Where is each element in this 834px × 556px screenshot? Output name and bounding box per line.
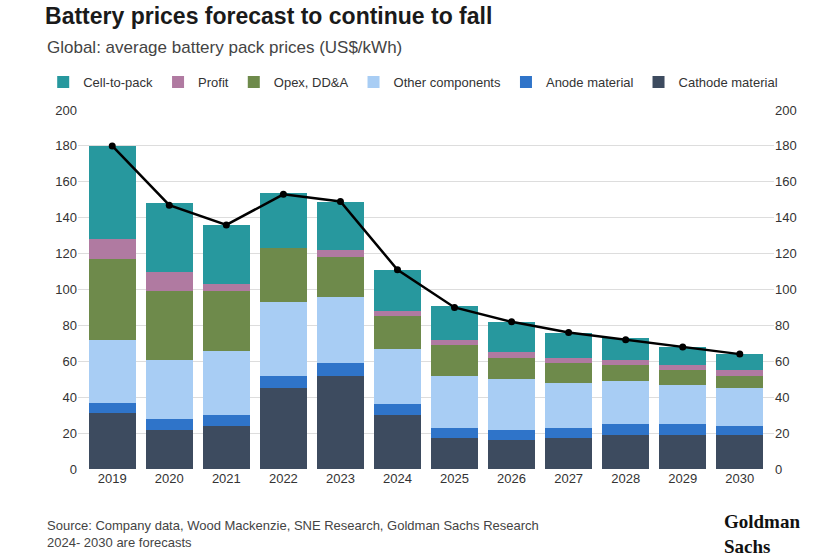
- svg-text:120: 120: [55, 246, 77, 261]
- svg-text:2026: 2026: [497, 471, 526, 486]
- svg-text:180: 180: [775, 138, 797, 153]
- svg-text:Source: Company data, Wood Mac: Source: Company data, Wood Mackenzie, SN…: [47, 518, 539, 533]
- svg-text:100: 100: [775, 282, 797, 297]
- svg-text:Anode material: Anode material: [546, 75, 634, 90]
- svg-text:2030: 2030: [725, 471, 754, 486]
- svg-text:Cell-to-pack: Cell-to-pack: [83, 75, 153, 90]
- svg-text:2023: 2023: [326, 471, 355, 486]
- svg-text:40: 40: [775, 390, 789, 405]
- svg-text:2019: 2019: [98, 471, 127, 486]
- svg-text:Profit: Profit: [198, 75, 229, 90]
- svg-text:200: 200: [775, 103, 797, 118]
- svg-text:2024- 2030 are forecasts: 2024- 2030 are forecasts: [47, 535, 192, 550]
- svg-text:180: 180: [55, 138, 77, 153]
- svg-text:20: 20: [775, 426, 789, 441]
- svg-text:2025: 2025: [440, 471, 469, 486]
- svg-text:60: 60: [775, 354, 789, 369]
- svg-text:2024: 2024: [383, 471, 412, 486]
- svg-text:160: 160: [775, 174, 797, 189]
- svg-text:Battery prices forecast to con: Battery prices forecast to continue to f…: [45, 3, 492, 29]
- svg-text:0: 0: [775, 462, 782, 477]
- svg-text:100: 100: [55, 282, 77, 297]
- svg-text:2029: 2029: [668, 471, 697, 486]
- svg-text:2022: 2022: [269, 471, 298, 486]
- svg-text:2021: 2021: [212, 471, 241, 486]
- svg-text:60: 60: [63, 354, 77, 369]
- svg-text:40: 40: [63, 390, 77, 405]
- svg-text:Cathode material: Cathode material: [679, 75, 778, 90]
- svg-text:160: 160: [55, 174, 77, 189]
- svg-text:2020: 2020: [155, 471, 184, 486]
- svg-text:80: 80: [63, 318, 77, 333]
- svg-text:Other components: Other components: [394, 75, 501, 90]
- svg-text:Global: average battery pack p: Global: average battery pack prices (US$…: [47, 38, 402, 57]
- svg-text:120: 120: [775, 246, 797, 261]
- svg-text:Opex, DD&A: Opex, DD&A: [274, 75, 349, 90]
- svg-text:20: 20: [63, 426, 77, 441]
- svg-text:140: 140: [55, 210, 77, 225]
- svg-text:80: 80: [775, 318, 789, 333]
- svg-text:GoldmanSachs: GoldmanSachs: [724, 511, 800, 556]
- svg-text:200: 200: [55, 103, 77, 118]
- svg-text:2028: 2028: [611, 471, 640, 486]
- svg-text:2027: 2027: [554, 471, 583, 486]
- svg-text:0: 0: [70, 462, 77, 477]
- svg-text:140: 140: [775, 210, 797, 225]
